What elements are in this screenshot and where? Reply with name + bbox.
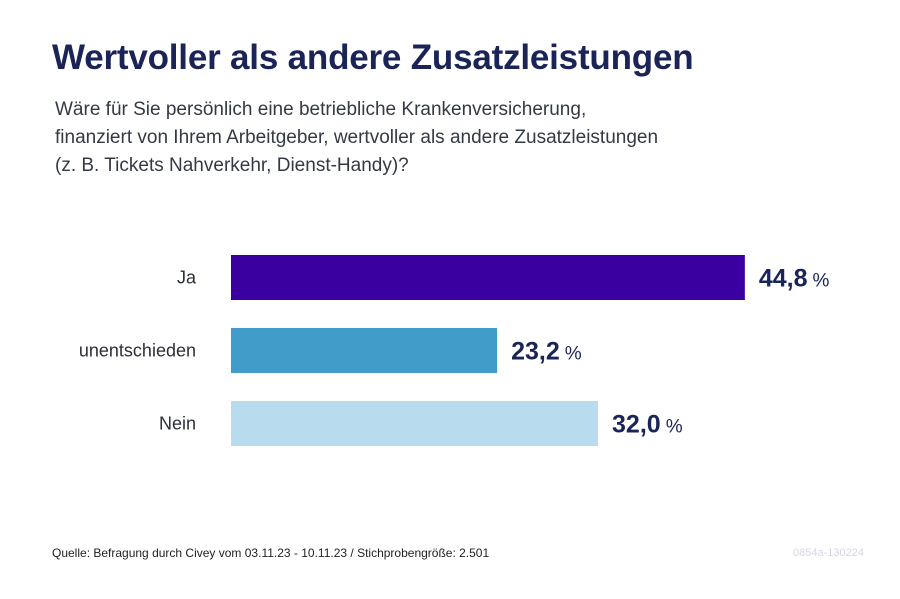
bar-nein xyxy=(231,401,599,446)
subtitle-line: finanziert von Ihrem Arbeitgeber, wertvo… xyxy=(55,127,659,148)
bar-unentschieden xyxy=(231,328,498,373)
value-label: 32,0% xyxy=(612,411,683,439)
chart-subtitle: Wäre für Sie persönlich eine betrieblich… xyxy=(55,96,835,180)
value-label: 23,2% xyxy=(511,338,582,366)
value-label: 44,8% xyxy=(759,265,830,293)
source-note: Quelle: Befragung durch Civey vom 03.11.… xyxy=(52,546,490,560)
value-unit: % xyxy=(813,271,830,292)
bar-ja xyxy=(231,255,745,300)
chart-title: Wertvoller als andere Zusatzleistungen xyxy=(52,38,694,77)
value-unit: % xyxy=(565,344,582,365)
category-label: Ja xyxy=(177,268,197,288)
chart-id-code: 0854a-130224 xyxy=(793,547,864,559)
category-label: Nein xyxy=(159,414,196,434)
category-label: unentschieden xyxy=(79,341,196,361)
subtitle-line: (z. B. Tickets Nahverkehr, Dienst-Handy)… xyxy=(55,155,409,176)
value-unit: % xyxy=(666,417,683,438)
subtitle-line: Wäre für Sie persönlich eine betrieblich… xyxy=(55,99,587,120)
